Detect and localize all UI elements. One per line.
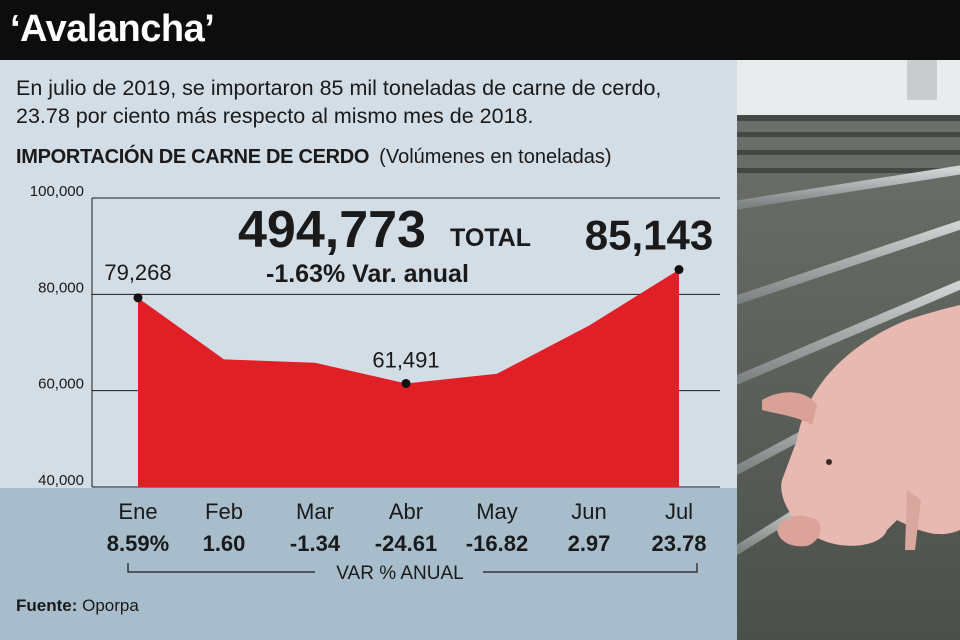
import-area-chart: 79,268 61,491 85,143 40,000 60,000 80,000 100… <box>30 183 720 584</box>
x-tick-label: Feb <box>205 499 243 524</box>
data-label: 61,491 <box>372 347 439 372</box>
area-layer <box>138 269 679 487</box>
x-tick-label: Jul <box>665 499 693 524</box>
total-label: TOTAL <box>450 224 531 252</box>
var-layer: 8.59% 1.60 -1.34 -24.61 -16.82 2.97 23.78 <box>107 531 707 556</box>
intro-text: En julio de 2019, se importaron 85 mil t… <box>16 76 662 128</box>
annual-variation: -1.63% Var. anual <box>266 260 469 288</box>
y-tick-label: 80,000 <box>38 279 84 296</box>
chart-title-sub: (Volúmenes en toneladas) <box>379 146 612 168</box>
var-pct-label: -24.61 <box>375 531 437 556</box>
xtick-layer: Ene Feb Mar Abr May Jun Jul <box>118 499 693 524</box>
chart-title-main: IMPORTACIÓN DE CARNE DE CERDO <box>16 146 370 168</box>
x-tick-label: Ene <box>118 499 157 524</box>
import-area <box>138 269 679 487</box>
pig-photo-illustration <box>737 60 960 640</box>
data-point-marker <box>133 293 143 303</box>
source-value: Oporpa <box>82 596 139 615</box>
x-tick-label: Mar <box>296 499 334 524</box>
var-pct-label: 1.60 <box>203 531 246 556</box>
source-label: Fuente: <box>16 596 78 615</box>
x-tick-label: May <box>476 499 518 524</box>
var-pct-label: -16.82 <box>466 531 528 556</box>
data-point-marker <box>401 378 411 388</box>
headline: ‘Avalancha’ <box>10 8 215 50</box>
data-label: 85,143 <box>585 212 713 259</box>
var-pct-label: -1.34 <box>290 531 341 556</box>
y-tick-label: 60,000 <box>38 376 84 393</box>
source-line: Fuente: Oporpa <box>16 596 139 616</box>
data-label: 79,268 <box>104 260 171 285</box>
pig-photo <box>737 60 960 640</box>
chart-title: IMPORTACIÓN DE CARNE DE CERDO (Volúmenes … <box>16 146 612 169</box>
var-pct-label: 23.78 <box>651 531 706 556</box>
var-pct-label: 8.59% <box>107 531 169 556</box>
x-tick-label: Jun <box>571 499 606 524</box>
data-point-marker <box>674 265 684 275</box>
total-value: 494,773 <box>238 201 426 259</box>
ytick-layer: 40,000 60,000 80,000 100,000 <box>30 183 84 489</box>
var-axis-label: VAR % ANUAL <box>336 563 463 584</box>
var-axis-label-bg <box>315 562 483 582</box>
y-tick-label: 40,000 <box>38 472 84 489</box>
x-tick-label: Abr <box>389 499 423 524</box>
y-tick-label: 100,000 <box>30 183 84 200</box>
header-bar: ‘Avalancha’ <box>0 0 960 60</box>
var-pct-label: 2.97 <box>568 531 611 556</box>
point-layer: 79,268 61,491 85,143 <box>104 212 713 388</box>
